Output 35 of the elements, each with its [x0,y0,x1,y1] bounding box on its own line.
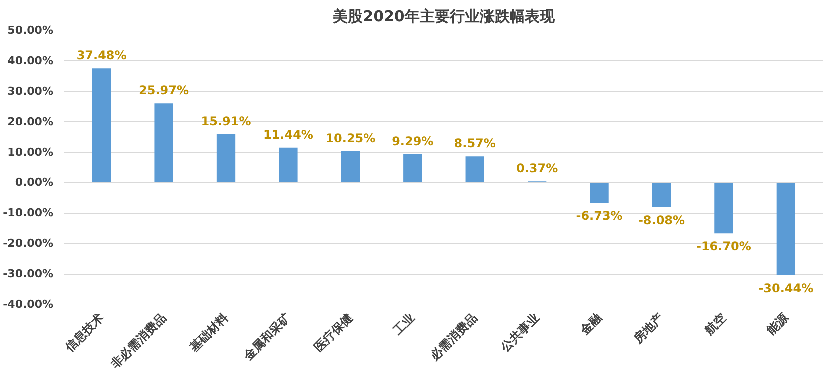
x-tick-label: 非必需消费品 [107,310,169,372]
data-label: 0.37% [516,162,558,176]
x-tick-label: 能源 [764,310,792,338]
x-tick-label: 金融 [576,310,606,338]
data-label: -6.73% [576,209,623,224]
y-tick-label: 40.00% [8,54,54,68]
data-label: 10.25% [326,132,376,146]
y-tick-label: 0.00% [15,176,54,190]
x-tick-label: 基础材料 [186,310,232,356]
y-tick-label: -30.00% [3,268,54,281]
y-tick-label: -10.00% [3,206,54,220]
data-label: 15.91% [201,114,252,128]
data-label: -30.44% [758,281,814,296]
x-tick-label: 工业 [390,310,418,338]
data-label: 11.44% [263,128,314,142]
data-label: -8.08% [638,213,686,228]
x-tick-label: 航空 [701,310,729,338]
y-tick-label: 20.00% [8,115,54,128]
x-tick-label: 医疗保健 [312,310,356,354]
x-tick-label: 公共事业 [498,310,542,356]
chart-title: 美股2020年主要行业涨跌幅表现 [332,8,556,26]
data-label: 25.97% [139,84,190,98]
data-label: 8.57% [454,136,496,151]
y-tick-label: 30.00% [8,84,54,98]
x-tick-label: 信息技术 [62,310,107,356]
data-label: 37.48% [76,48,127,63]
x-tick-label: 必需消费品 [427,310,480,364]
data-label: 9.29% [392,134,434,148]
y-tick-label: 50.00% [8,24,54,37]
x-tick-label: 金属和采矿 [240,310,294,364]
data-label: -16.70% [696,240,752,254]
y-tick-label: 10.00% [8,146,54,159]
x-tick-label: 房地产 [630,310,667,347]
y-tick-label: -40.00% [3,298,54,311]
y-tick-label: -20.00% [3,237,54,250]
